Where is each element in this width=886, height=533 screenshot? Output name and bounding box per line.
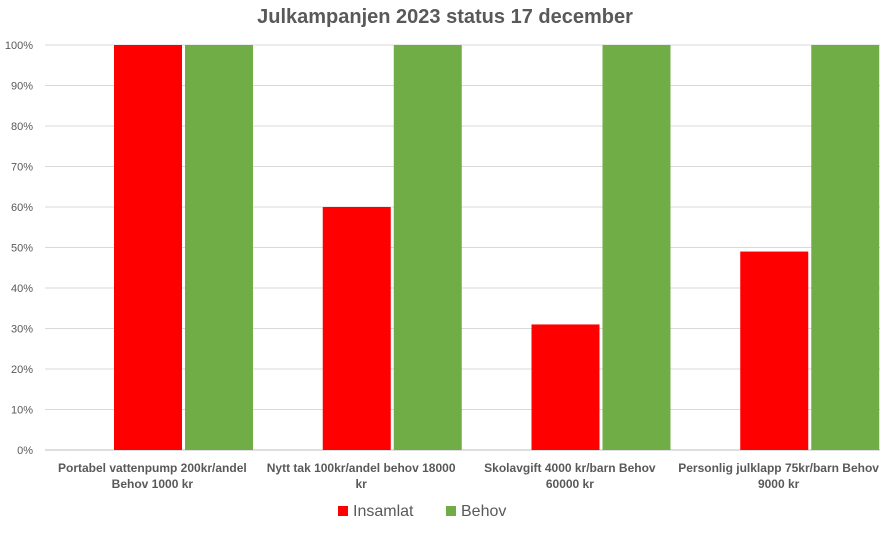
y-tick-label: 70% bbox=[11, 162, 33, 174]
legend-swatch-insamlat bbox=[338, 506, 348, 516]
legend: Insamlat Behov bbox=[338, 503, 506, 520]
bar-insamlat-1 bbox=[114, 45, 182, 450]
x-category-label: 60000 kr bbox=[546, 477, 594, 491]
x-category-label: Skolavgift 4000 kr/barn Behov bbox=[484, 461, 656, 475]
legend-swatch-behov bbox=[446, 506, 456, 516]
legend-label-behov: Behov bbox=[461, 503, 506, 520]
y-tick-label: 30% bbox=[11, 324, 33, 336]
y-tick-label: 10% bbox=[11, 405, 33, 417]
x-axis-labels: Portabel vattenpump 200kr/andel Behov 100… bbox=[58, 461, 879, 491]
y-tick-label: 20% bbox=[11, 364, 33, 376]
bar-behov-1 bbox=[185, 45, 253, 450]
x-category-label: 9000 kr bbox=[758, 477, 800, 491]
y-tick-label: 90% bbox=[11, 81, 33, 93]
bar-behov-4 bbox=[811, 45, 880, 450]
gridlines bbox=[45, 44, 880, 451]
x-category-label: kr bbox=[355, 477, 367, 491]
y-tick-label: 0% bbox=[17, 445, 33, 457]
y-tick-label: 80% bbox=[11, 121, 33, 133]
bar-behov-2 bbox=[393, 45, 462, 450]
x-category-label: Personlig julklapp 75kr/barn Behov bbox=[678, 461, 879, 475]
y-axis-ticks: 0% 10% 20% 30% 40% 50% 60% 70% 80% 90% 100% bbox=[5, 40, 33, 457]
x-category-label: Portabel vattenpump 200kr/andel bbox=[58, 461, 247, 475]
bar-insamlat-4 bbox=[740, 251, 809, 450]
bar-insamlat-2 bbox=[322, 207, 391, 450]
bar-insamlat-3 bbox=[531, 324, 600, 450]
bar-behov-3 bbox=[602, 45, 671, 450]
y-tick-label: 100% bbox=[5, 40, 33, 52]
y-tick-label: 60% bbox=[11, 202, 33, 214]
y-tick-label: 40% bbox=[11, 283, 33, 295]
legend-label-insamlat: Insamlat bbox=[353, 503, 414, 520]
y-tick-label: 50% bbox=[11, 243, 33, 255]
x-category-label: Nytt tak 100kr/andel behov 18000 bbox=[267, 461, 456, 475]
x-category-label: Behov 1000 kr bbox=[112, 477, 194, 491]
chart-title: Julkampanjen 2023 status 17 december bbox=[257, 6, 633, 28]
bars bbox=[114, 45, 880, 450]
